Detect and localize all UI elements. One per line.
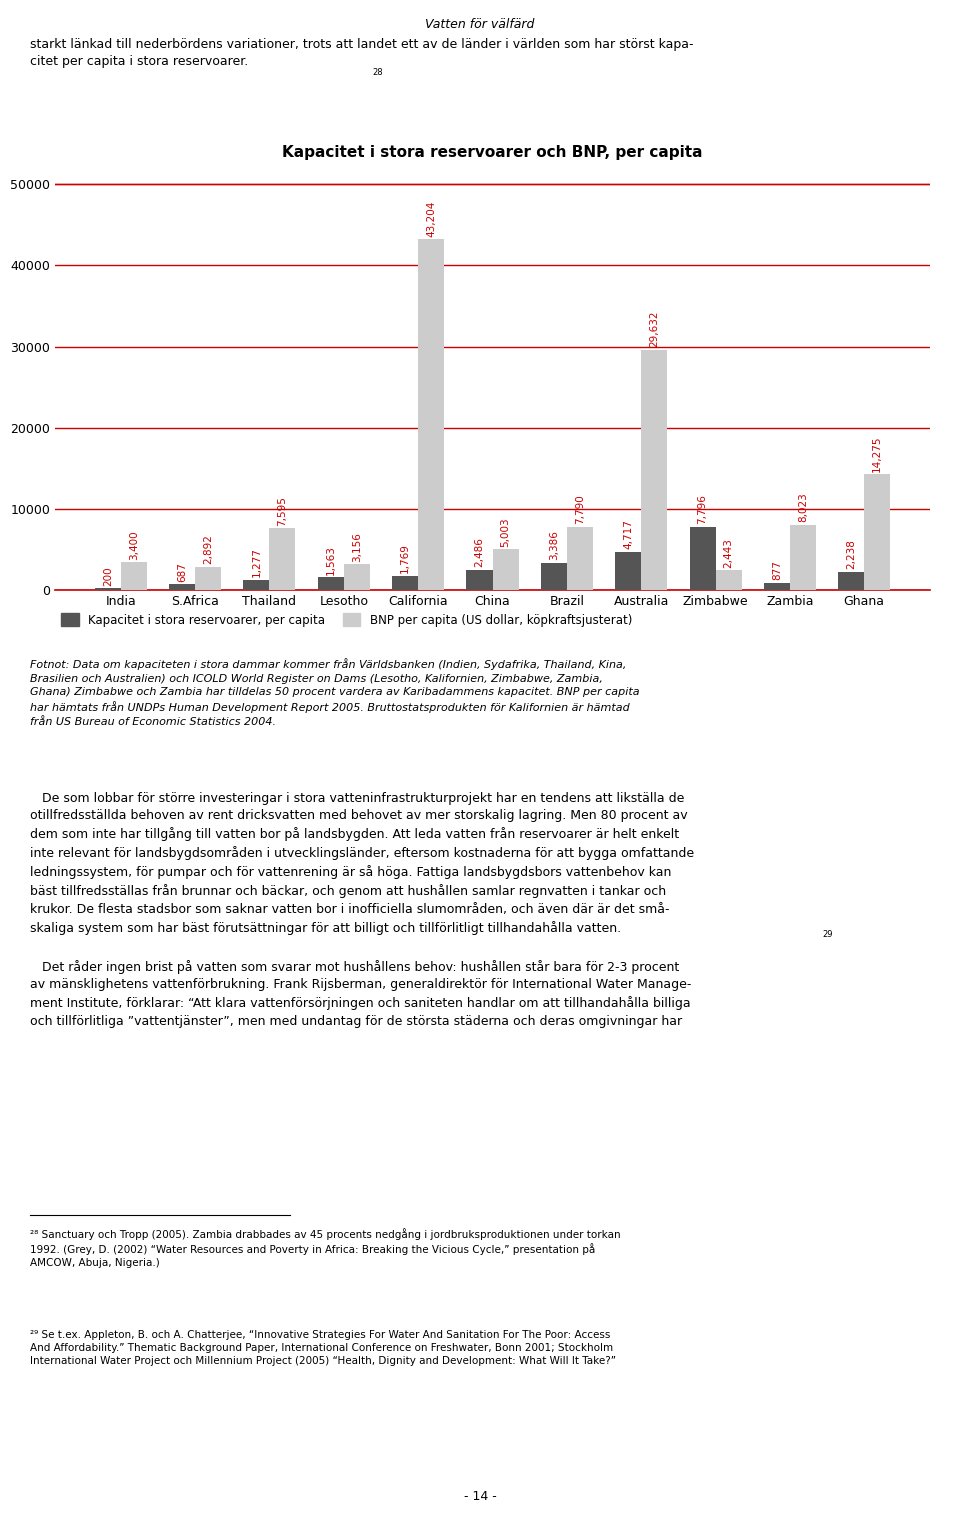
Legend: Kapacitet i stora reservoarer, per capita, BNP per capita (US dollar, köpkraftsj: Kapacitet i stora reservoarer, per capit… bbox=[60, 614, 633, 626]
Text: 43,204: 43,204 bbox=[426, 201, 436, 237]
Bar bbox=[419, 239, 444, 590]
Text: 2,892: 2,892 bbox=[204, 534, 213, 564]
Text: 7,595: 7,595 bbox=[277, 496, 287, 526]
Bar bbox=[392, 576, 419, 590]
Text: 28: 28 bbox=[372, 68, 383, 78]
Text: 2,486: 2,486 bbox=[474, 538, 485, 567]
Bar bbox=[540, 562, 566, 590]
Bar bbox=[838, 572, 864, 590]
Bar bbox=[764, 582, 790, 590]
Text: starkt länkad till nederbördens variationer, trots att landet ett av de länder i: starkt länkad till nederbördens variatio… bbox=[30, 38, 693, 68]
Text: Vatten för välfärd: Vatten för välfärd bbox=[425, 18, 535, 30]
Text: 687: 687 bbox=[178, 562, 187, 582]
Bar bbox=[566, 527, 593, 590]
Text: 7,796: 7,796 bbox=[698, 494, 708, 524]
Text: ²⁹ Se t.ex. Appleton, B. och A. Chatterjee, “Innovative Strategies For Water And: ²⁹ Se t.ex. Appleton, B. och A. Chatterj… bbox=[30, 1330, 616, 1365]
Bar bbox=[864, 474, 890, 590]
Text: 1,277: 1,277 bbox=[252, 547, 261, 578]
Text: 3,386: 3,386 bbox=[549, 530, 559, 559]
Text: 2,238: 2,238 bbox=[846, 540, 856, 570]
Text: 29,632: 29,632 bbox=[649, 310, 660, 347]
Bar bbox=[344, 564, 370, 590]
Bar bbox=[492, 549, 518, 590]
Bar bbox=[121, 562, 147, 590]
Bar bbox=[715, 570, 741, 590]
Text: 1,769: 1,769 bbox=[400, 543, 410, 573]
Bar bbox=[467, 570, 492, 590]
Text: Fotnot: Data om kapaciteten i stora dammar kommer från Världsbanken (Indien, Syd: Fotnot: Data om kapaciteten i stora damm… bbox=[30, 658, 639, 727]
Text: 5,003: 5,003 bbox=[500, 517, 511, 547]
Bar bbox=[615, 552, 641, 590]
Text: 8,023: 8,023 bbox=[798, 492, 808, 523]
Bar bbox=[95, 588, 121, 590]
Text: 4,717: 4,717 bbox=[623, 520, 634, 549]
Text: 14,275: 14,275 bbox=[873, 435, 882, 471]
Bar bbox=[195, 567, 221, 590]
Text: 3,156: 3,156 bbox=[351, 532, 362, 562]
Bar bbox=[641, 350, 667, 590]
Bar bbox=[318, 578, 344, 590]
Text: 29: 29 bbox=[822, 930, 832, 939]
Text: Det råder ingen brist på vatten som svarar mot hushållens behov: hushållen står : Det råder ingen brist på vatten som svar… bbox=[30, 961, 691, 1028]
Title: Kapacitet i stora reservoarer och BNP, per capita: Kapacitet i stora reservoarer och BNP, p… bbox=[282, 144, 703, 160]
Bar bbox=[790, 524, 816, 590]
Text: 2,443: 2,443 bbox=[724, 538, 733, 568]
Text: - 14 -: - 14 - bbox=[464, 1490, 496, 1503]
Bar bbox=[689, 527, 715, 590]
Bar bbox=[270, 529, 296, 590]
Text: 7,790: 7,790 bbox=[575, 494, 585, 524]
Text: ²⁸ Sanctuary och Tropp (2005). Zambia drabbades av 45 procents nedgång i jordbru: ²⁸ Sanctuary och Tropp (2005). Zambia dr… bbox=[30, 1228, 620, 1268]
Text: De som lobbar för större investeringar i stora vatteninfrastrukturprojekt har en: De som lobbar för större investeringar i… bbox=[30, 792, 694, 935]
Bar bbox=[169, 584, 195, 590]
Text: 1,563: 1,563 bbox=[325, 546, 336, 575]
Text: 3,400: 3,400 bbox=[129, 530, 139, 559]
Text: 877: 877 bbox=[772, 561, 781, 581]
Text: 200: 200 bbox=[103, 567, 112, 585]
Bar bbox=[244, 579, 270, 590]
